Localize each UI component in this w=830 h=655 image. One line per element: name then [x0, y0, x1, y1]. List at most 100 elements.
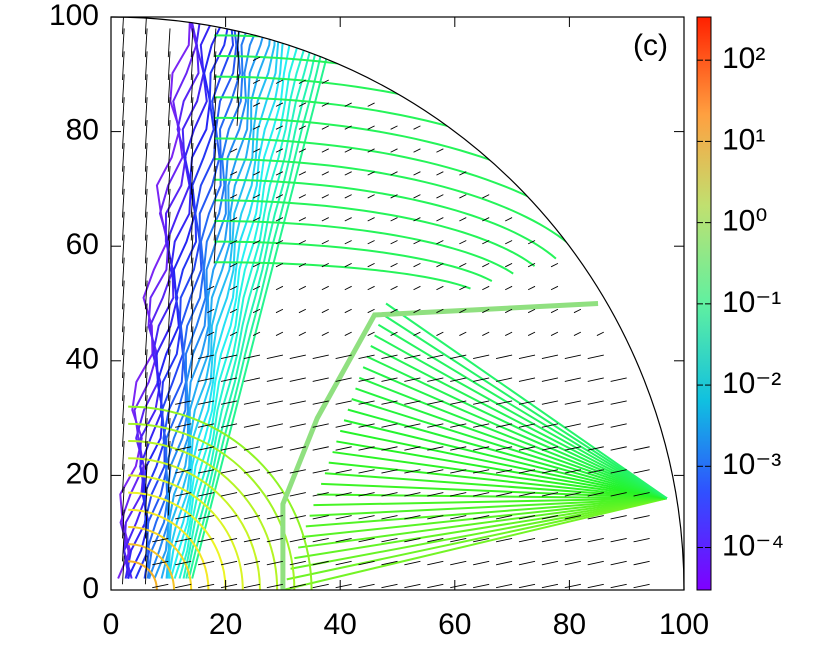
velocity-arrow — [564, 400, 581, 405]
contour-line — [143, 17, 235, 579]
velocity-arrow — [321, 194, 329, 199]
velocity-arrow — [495, 583, 513, 589]
velocity-arrow — [243, 423, 261, 428]
velocity-arrow — [321, 102, 329, 107]
velocity-arrow — [266, 560, 283, 566]
velocity-arrow — [358, 469, 375, 474]
velocity-arrow — [175, 583, 192, 589]
velocity-arrow — [122, 17, 125, 35]
velocity-arrow — [610, 377, 627, 382]
velocity-arrow — [335, 492, 352, 497]
velocity-arrow — [167, 326, 171, 356]
velocity-arrow — [207, 308, 215, 314]
velocity-arrow — [610, 400, 627, 405]
velocity-arrow — [404, 515, 421, 520]
velocity-arrow — [550, 308, 559, 314]
contour-line — [214, 261, 471, 290]
velocity-arrow — [390, 217, 398, 222]
velocity-arrow — [312, 583, 329, 589]
velocity-arrow — [413, 217, 421, 222]
colorbar-tick-label: 10⁻² — [722, 367, 781, 400]
velocity-arrow — [167, 440, 171, 470]
velocity-arrow — [122, 440, 125, 470]
velocity-arrow — [633, 515, 650, 520]
velocity-arrow — [564, 515, 581, 520]
velocity-arrow — [344, 194, 352, 199]
velocity-arrow — [390, 285, 398, 291]
velocity-arrow — [321, 308, 329, 314]
velocity-arrow — [404, 354, 421, 359]
velocity-arrow — [122, 395, 125, 424]
contour-line — [339, 429, 668, 500]
velocity-arrow — [358, 492, 375, 497]
contour-line — [324, 472, 667, 500]
contour-line — [286, 497, 668, 581]
velocity-arrow — [367, 262, 375, 268]
velocity-arrow — [198, 354, 215, 359]
velocity-arrow — [550, 331, 559, 336]
velocity-arrow — [298, 148, 307, 153]
velocity-arrow — [167, 97, 171, 126]
velocity-arrow — [541, 469, 559, 474]
velocity-arrow — [541, 400, 559, 405]
velocity-arrow — [198, 492, 215, 497]
velocity-arrow — [236, 51, 240, 81]
velocity-arrow — [518, 423, 536, 428]
velocity-arrow — [289, 377, 306, 382]
velocity-arrow — [527, 331, 536, 336]
velocity-arrow — [473, 354, 490, 359]
velocity-arrow — [390, 240, 398, 245]
velocity-arrow — [344, 262, 352, 268]
velocity-arrow — [404, 469, 421, 474]
velocity-arrow — [122, 120, 125, 149]
velocity-arrow — [312, 446, 329, 451]
velocity-arrow — [190, 143, 194, 172]
velocity-arrow — [390, 262, 398, 268]
velocity-arrow — [312, 560, 329, 566]
velocity-arrow — [495, 537, 513, 543]
velocity-arrow — [450, 492, 467, 497]
velocity-arrow — [167, 120, 171, 149]
velocity-arrow — [482, 194, 490, 199]
velocity-arrow — [243, 583, 261, 589]
velocity-arrow — [213, 51, 217, 81]
velocity-arrow — [144, 555, 148, 585]
velocity-arrow — [252, 262, 261, 268]
velocity-arrow — [312, 537, 329, 543]
velocity-arrow — [564, 354, 581, 359]
velocity-arrow — [633, 560, 650, 566]
velocity-arrow — [321, 148, 329, 153]
contour-line — [128, 405, 313, 590]
velocity-arrow — [190, 165, 194, 195]
velocity-arrow — [229, 148, 238, 153]
velocity-arrow — [213, 28, 217, 58]
velocity-arrow — [167, 188, 171, 218]
velocity-arrow — [243, 560, 261, 566]
velocity-arrow — [587, 560, 604, 566]
velocity-arrow — [175, 469, 192, 474]
velocity-arrow — [436, 194, 444, 199]
velocity-arrow — [459, 308, 467, 314]
velocity-arrow — [335, 377, 352, 382]
velocity-arrow — [518, 492, 536, 497]
velocity-arrow — [144, 28, 148, 58]
contour-line — [187, 17, 332, 579]
contour-line — [169, 17, 300, 579]
velocity-arrow — [505, 262, 513, 268]
colorbar-tick-label: 10⁻¹ — [722, 286, 781, 319]
velocity-arrow — [175, 537, 192, 543]
velocity-arrow — [167, 280, 171, 310]
velocity-arrow — [413, 262, 421, 268]
velocity-arrow — [122, 372, 125, 401]
velocity-arrow — [344, 308, 352, 314]
velocity-arrow — [321, 125, 329, 130]
velocity-arrow — [413, 125, 421, 130]
velocity-arrow — [213, 120, 217, 149]
velocity-arrow — [122, 555, 125, 585]
velocity-arrow — [252, 217, 261, 222]
contour-line — [119, 17, 198, 579]
velocity-arrow — [198, 537, 215, 543]
velocity-arrow — [229, 194, 238, 199]
velocity-arrow — [252, 194, 261, 199]
